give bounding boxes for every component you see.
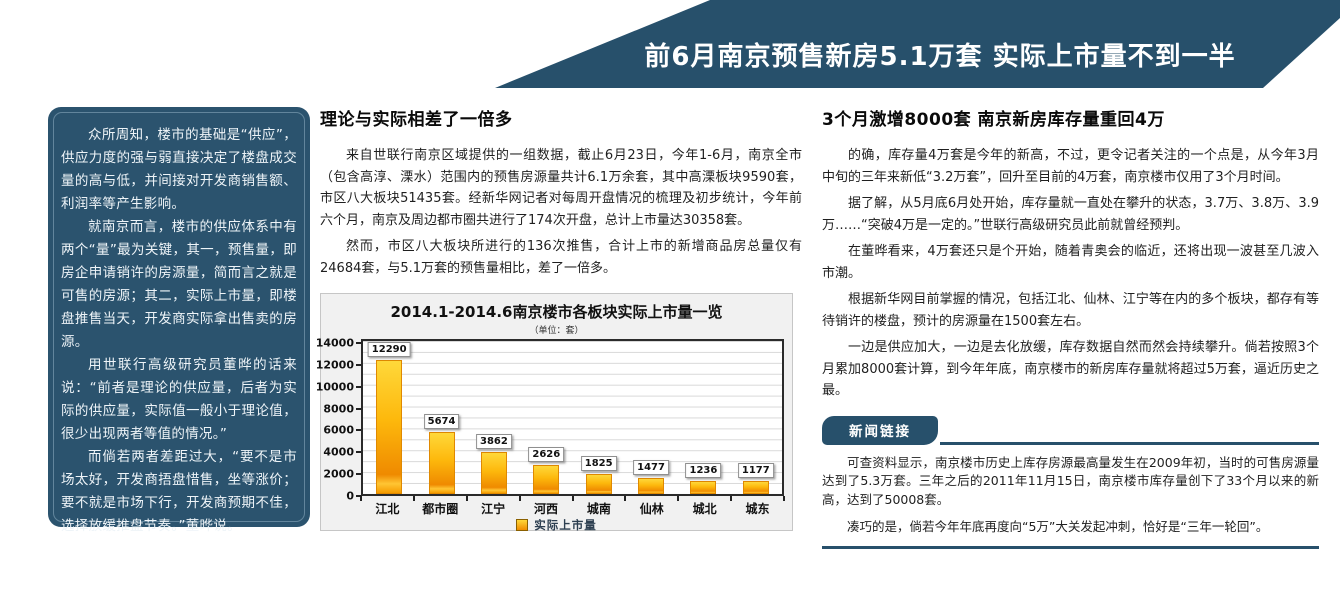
- bar-value-label: 1477: [633, 459, 669, 475]
- y-tick-label: 0: [346, 489, 354, 503]
- bar-仙林: [638, 477, 665, 494]
- middle-article-column: 理论与实际相差了一倍多 来自世联行南京区域提供的一组数据，截止6月23日，今年1…: [320, 105, 802, 279]
- right-article-heading: 3个月激增8000套 南京新房库存量重回4万: [822, 110, 1165, 130]
- right-article-paragraph: 在董晔看来，4万套还只是个开始，随着青奥会的临近，还将出现一波甚至几波入市潮。: [822, 244, 1319, 281]
- bar-value-label: 12290: [367, 341, 411, 357]
- bar-slot: 2626: [520, 341, 572, 494]
- bar-城北: [690, 480, 717, 494]
- bar-slot: 12290: [363, 341, 415, 494]
- chart-x-axis: 江北 都市圈 江宁 河西 城南 仙林 城北 城东: [360, 496, 785, 516]
- x-category-label: 城南: [586, 502, 611, 516]
- bar-城南: [585, 474, 612, 494]
- sidebar-paragraph: 就南京而言，楼市的供应体系中有两个“量”最为关键，其一，预售量，即房企申请销许的…: [61, 219, 297, 350]
- legend-label: 实际上市量: [534, 518, 597, 532]
- y-tick-mark: [356, 342, 361, 344]
- middle-article-paragraph: 然而，市区八大板块所进行的136次推售，合计上市的新增商品房总量仅有24684套…: [320, 239, 802, 276]
- sidebar-commentary: 众所周知，楼市的基础是“供应”，供应力度的强与弱直接决定了楼盘成交量的高与低，并…: [48, 107, 310, 534]
- bar-value-label: 2626: [528, 447, 565, 463]
- right-article-paragraph: 一边是供应加大，一边是去化放缓，库存数据自然而然会持续攀升。倘若按照3个月累加8…: [822, 340, 1319, 398]
- x-tick-mark: [571, 496, 574, 501]
- x-tick-mark: [730, 496, 733, 501]
- right-article-column: 3个月激增8000套 南京新房库存量重回4万 的确，库存量4万套是今年的新高，不…: [822, 105, 1319, 549]
- bar-value-label: 1177: [737, 463, 774, 479]
- x-tick-mark: [518, 496, 521, 501]
- bar-slot: 1236: [677, 341, 729, 494]
- x-category-label: 仙林: [639, 502, 664, 516]
- sidebar-content: 众所周知，楼市的基础是“供应”，供应力度的强与弱直接决定了楼盘成交量的高与低，并…: [48, 107, 310, 534]
- chart-plot-row: 0 2000 4000 6000 8000 10000 12000 14000 12290 56…: [316, 338, 784, 502]
- x-category-label: 江北: [375, 502, 400, 516]
- bar-slot: 5674: [415, 341, 467, 494]
- bar-value-label: 3862: [476, 433, 512, 449]
- news-link-badge: 新闻链接: [822, 415, 938, 445]
- y-tick-mark: [356, 363, 361, 366]
- y-tick-label: 12000: [315, 358, 354, 372]
- x-category-label: 城东: [745, 502, 770, 516]
- y-tick-mark: [356, 385, 361, 388]
- y-tick-label: 2000: [323, 467, 354, 481]
- bar-value-label: 1236: [685, 462, 722, 478]
- bar-slot: 1477: [625, 341, 677, 494]
- x-tick-mark: [677, 496, 680, 501]
- middle-article-heading: 理论与实际相差了一倍多: [320, 110, 513, 130]
- y-tick-label: 8000: [323, 402, 354, 416]
- y-tick-label: 14000: [315, 336, 354, 350]
- y-tick-mark: [356, 451, 361, 454]
- news-link-paragraph: 可查资料显示，南京楼市历史上库存房源最高量发生在2009年初，当时的可售房源量达…: [822, 454, 1319, 507]
- bar-slot: 1825: [573, 341, 625, 494]
- y-tick-mark: [356, 495, 361, 497]
- headline: 前6月南京预售新房5.1万套 实际上市量不到一半: [644, 42, 1236, 72]
- x-tick-mark: [624, 496, 627, 501]
- bar-都市圈: [428, 432, 455, 494]
- right-article-paragraph: 根据新华网目前掌握的情况，包括江北、仙林、江宁等在内的多个板块，都存有等待销许的…: [822, 292, 1319, 329]
- bar-slot: 1177: [730, 341, 782, 494]
- y-tick-label: 4000: [323, 445, 354, 459]
- sidebar-paragraph: 而倘若两者差距过大，“要不是市场太好，开发商捂盘惜售，坐等涨价；要不就是市场下行…: [61, 449, 297, 534]
- y-tick-mark: [356, 429, 361, 432]
- sidebar-paragraph: 众所周知，楼市的基础是“供应”，供应力度的强与弱直接决定了楼盘成交量的高与低，并…: [61, 127, 297, 212]
- x-category-label: 城北: [692, 502, 717, 516]
- chart-y-axis: 0 2000 4000 6000 8000 10000 12000 14000: [316, 338, 361, 502]
- y-tick-label: 6000: [323, 423, 354, 437]
- news-link-bottom-rule: [822, 545, 1319, 549]
- x-tick-mark: [412, 496, 415, 501]
- bar-chart: 2014.1-2014.6南京楼市各板块实际上市量一览 （单位：套） 0 2000…: [316, 293, 793, 533]
- x-tick-mark: [465, 496, 468, 501]
- bar-江北: [376, 359, 403, 494]
- bar-城东: [742, 481, 769, 494]
- y-tick-label: 10000: [315, 380, 354, 394]
- bar-江宁: [480, 451, 507, 494]
- legend-swatch-icon: [516, 519, 529, 531]
- x-tick-mark: [783, 496, 785, 501]
- y-tick-mark: [356, 473, 361, 476]
- x-tick-mark: [360, 496, 362, 501]
- middle-article-paragraph: 来自世联行南京区域提供的一组数据，截止6月23日，今年1-6月，南京全市（包含高…: [320, 148, 802, 228]
- y-tick-mark: [356, 407, 361, 410]
- news-link-header: 新闻链接: [822, 415, 1319, 445]
- bar-value-label: 5674: [423, 414, 460, 429]
- x-category-label: 江宁: [481, 502, 506, 516]
- news-link-paragraph: 凑巧的是，倘若今年年底再度向“5万”大关发起冲刺，恰好是“三年一轮回”。: [847, 519, 1269, 534]
- bar-河西: [533, 465, 560, 494]
- x-category-label: 都市圈: [422, 502, 459, 516]
- chart-plot: 12290 5674 3862 2626 1825 1477 1236 1177: [361, 339, 784, 496]
- right-article-paragraph: 的确，库存量4万套是今年的新高，不过，更令记者关注的一个点是，从今年3月中旬的三…: [822, 148, 1319, 185]
- chart-legend: 实际上市量: [321, 517, 792, 533]
- news-link-rule: [940, 441, 1319, 445]
- bar-value-label: 1825: [580, 456, 617, 472]
- sidebar-paragraph: 用世联行高级研究员董晔的话来说：“前者是理论的供应量，后者为实际的供应量，实际值…: [61, 357, 297, 442]
- right-article-paragraph: 据了解，从5月底6月处开始，库存量就一直处在攀升的状态，3.7万、3.8万、3.…: [822, 196, 1319, 233]
- x-category-label: 河西: [534, 502, 559, 516]
- chart-subtitle: （单位：套）: [529, 326, 584, 336]
- bar-slot: 3862: [468, 341, 520, 494]
- chart-title: 2014.1-2014.6南京楼市各板块实际上市量一览: [390, 303, 723, 321]
